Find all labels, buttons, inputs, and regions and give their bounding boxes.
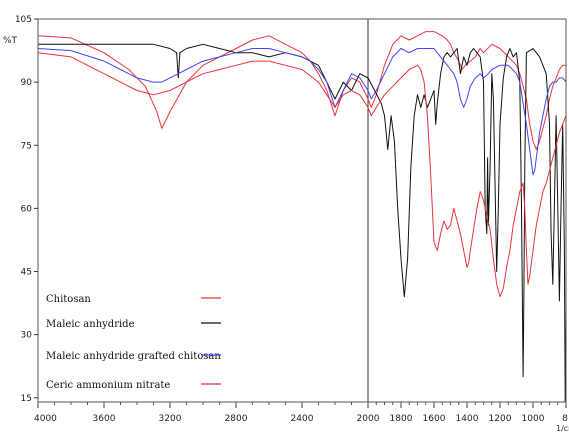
legend-label-maleic-anhydride: Maleic anhydride [46, 319, 135, 330]
legend: Chitosan Maleic anhydride Maleic anhydride… [46, 294, 221, 391]
series-line-chitosan [37, 31, 566, 150]
y-tick-label: 30 [21, 331, 33, 341]
axes: 105 90 75 60 45 30 15 %T 4000 3600 3200 2800 2400 200… [3, 15, 569, 432]
legend-label-maleic-anhydride-grafted-chitosan: Maleic anhydride grafted chitosan [46, 351, 221, 362]
y-tick-label: 60 [21, 204, 33, 214]
series-line-maleic-anhydride-grafted-chitosan [37, 48, 567, 176]
x-tick-label: 2000 [357, 414, 380, 424]
x-tick-label: 3200 [159, 414, 182, 424]
x-tick-label: 2800 [225, 414, 248, 424]
y-axis-title: %T [3, 36, 18, 46]
x-tick-label: 1800 [390, 414, 413, 424]
y-tick-label: 15 [21, 394, 32, 404]
x-tick-label: 2400 [291, 414, 314, 424]
x-axis-unit-label: 1/cm [556, 424, 569, 432]
x-tick-label: 3600 [93, 414, 116, 424]
y-tick-label: 90 [21, 78, 33, 88]
y-tick-label: 105 [15, 15, 32, 25]
y-tick-label: 75 [21, 141, 32, 151]
x-tick-label: 1200 [489, 414, 512, 424]
x-tick-label: 1600 [423, 414, 446, 424]
x-tick-label: 4000 [34, 414, 57, 424]
series-line-maleic-anhydride [38, 43, 567, 403]
legend-label-ceric-ammonium-nitrate: Ceric ammonium nitrate [46, 380, 170, 391]
x-tick-label: 8 [562, 414, 568, 424]
plot-area [37, 19, 567, 403]
x-tick-label: 1000 [522, 414, 545, 424]
y-tick-label: 45 [21, 268, 32, 278]
legend-label-chitosan: Chitosan [46, 294, 91, 305]
series-line-ceric-ammonium-nitrate [37, 52, 567, 298]
x-tick-label: 1400 [456, 414, 479, 424]
